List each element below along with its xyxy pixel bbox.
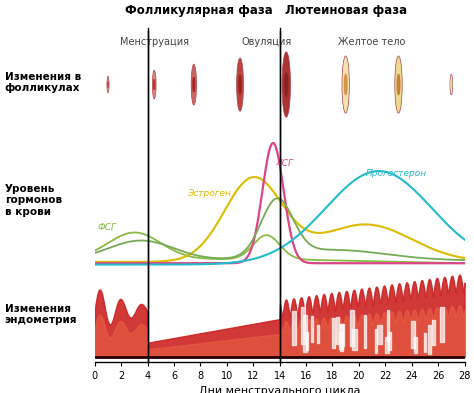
Circle shape	[345, 75, 347, 95]
Circle shape	[282, 52, 291, 117]
Circle shape	[191, 64, 196, 105]
Text: Лютеиновая фаза: Лютеиновая фаза	[285, 4, 407, 17]
Text: Фолликулярная фаза: Фолликулярная фаза	[125, 4, 273, 17]
Circle shape	[193, 77, 195, 92]
Circle shape	[450, 74, 453, 95]
Text: Изменения
эндометрия: Изменения эндометрия	[5, 304, 77, 325]
Text: ФСГ: ФСГ	[98, 224, 117, 233]
Circle shape	[152, 70, 156, 99]
Text: Уровень
гормонов
в крови: Уровень гормонов в крови	[5, 184, 62, 217]
Text: Желтое тело: Желтое тело	[338, 37, 406, 46]
Circle shape	[397, 75, 400, 95]
Text: Эстроген: Эстроген	[187, 189, 231, 198]
Circle shape	[395, 56, 402, 113]
Circle shape	[237, 58, 244, 111]
Circle shape	[239, 75, 241, 94]
Circle shape	[154, 79, 155, 90]
Circle shape	[108, 82, 109, 87]
Text: Прогестерон: Прогестерон	[365, 169, 427, 178]
Circle shape	[451, 81, 452, 88]
Circle shape	[107, 76, 109, 93]
Text: Овуляция: Овуляция	[241, 37, 292, 46]
Text: Менструация: Менструация	[120, 37, 189, 46]
Circle shape	[342, 56, 349, 113]
X-axis label: Дни менструального цикла: Дни менструального цикла	[199, 386, 360, 393]
Circle shape	[285, 73, 288, 96]
Text: ЛСГ: ЛСГ	[276, 158, 294, 167]
Text: Изменения в
фолликулах: Изменения в фолликулах	[5, 72, 81, 93]
